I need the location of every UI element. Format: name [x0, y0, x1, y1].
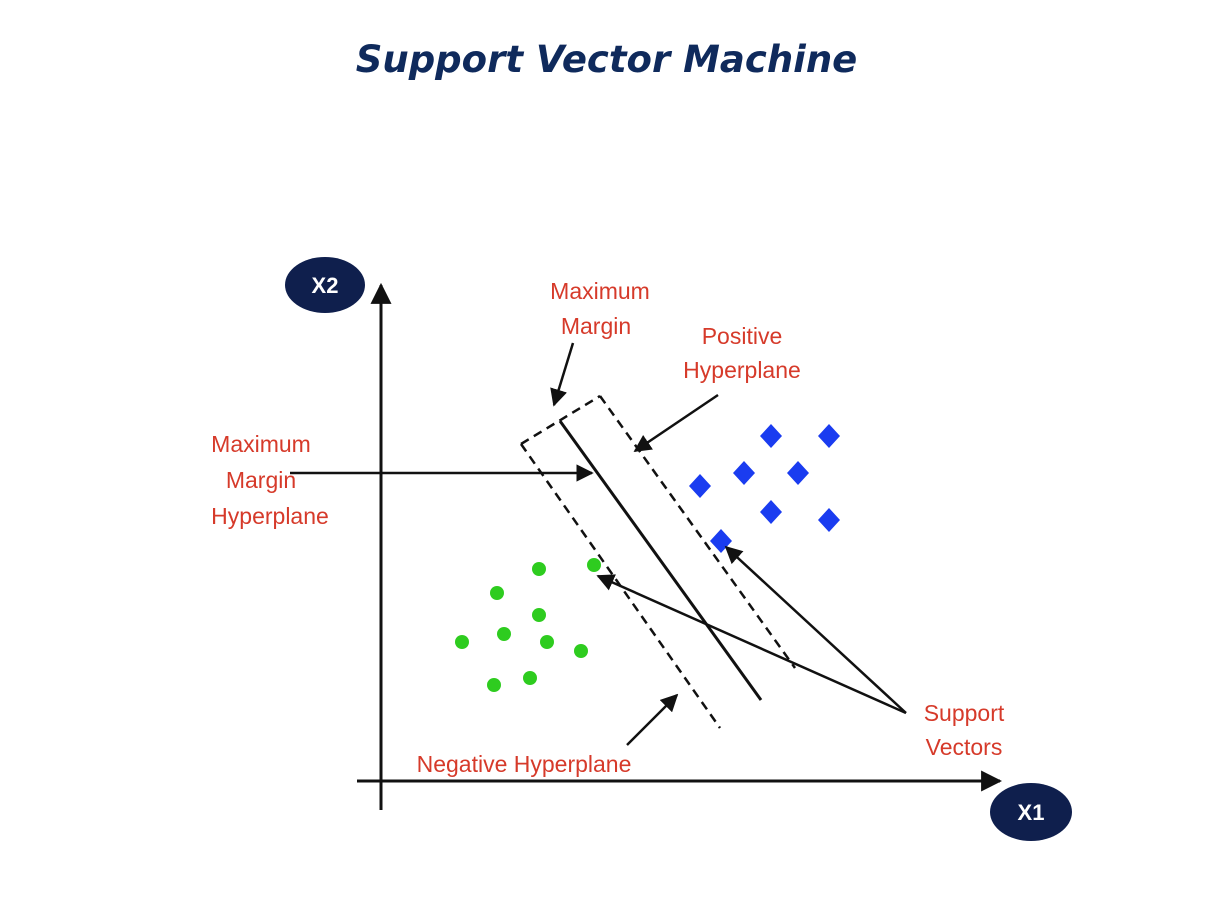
- positive-hyperplane-label-line1: Positive: [702, 323, 783, 349]
- negative-point: [490, 586, 504, 600]
- positive-hyperplane-line: [598, 395, 797, 669]
- support-vectors-label-line1: Support: [924, 700, 1005, 726]
- positive-hyperplane-label-line2: Hyperplane: [683, 357, 801, 383]
- maximum-margin-hyperplane-label-line2: Margin: [226, 467, 296, 493]
- positive-point: [760, 424, 782, 448]
- negative-point: [540, 635, 554, 649]
- support-vector-arrow-negative: [596, 574, 907, 715]
- x-axis-label: X1: [1018, 800, 1045, 825]
- negative-hyperplane-arrow: [626, 693, 679, 746]
- maximum-margin-arrow: [550, 342, 575, 407]
- margin-band-top-edge: [520, 394, 601, 446]
- positive-point: [787, 461, 809, 485]
- page-title: Support Vector Machine: [355, 38, 858, 81]
- negative-point: [455, 635, 469, 649]
- positive-class-points: [689, 424, 840, 553]
- positive-point: [818, 424, 840, 448]
- maximum-margin-hyperplane-label-line3: Hyperplane: [211, 503, 329, 529]
- support-vector-arrow-positive: [724, 545, 907, 714]
- maximum-margin-label-line1: Maximum: [550, 278, 650, 304]
- negative-point: [532, 608, 546, 622]
- y-axis-label: X2: [312, 273, 339, 298]
- maximum-margin-label-line2: Margin: [561, 313, 631, 339]
- negative-class-points: [455, 558, 601, 692]
- positive-point: [760, 500, 782, 524]
- negative-point: [487, 678, 501, 692]
- negative-point: [574, 644, 588, 658]
- negative-point: [587, 558, 601, 572]
- support-vectors-label-line2: Vectors: [926, 734, 1003, 760]
- negative-point: [523, 671, 537, 685]
- negative-point: [497, 627, 511, 641]
- negative-point: [532, 562, 546, 576]
- positive-point: [689, 474, 711, 498]
- negative-hyperplane-label: Negative Hyperplane: [417, 751, 632, 777]
- x-axis-badge: X1: [990, 783, 1072, 841]
- y-axis-badge: X2: [285, 257, 365, 313]
- positive-point: [818, 508, 840, 532]
- maximum-margin-hyperplane-label-line1: Maximum: [211, 431, 311, 457]
- positive-hyperplane-arrow: [633, 393, 719, 453]
- positive-point: [733, 461, 755, 485]
